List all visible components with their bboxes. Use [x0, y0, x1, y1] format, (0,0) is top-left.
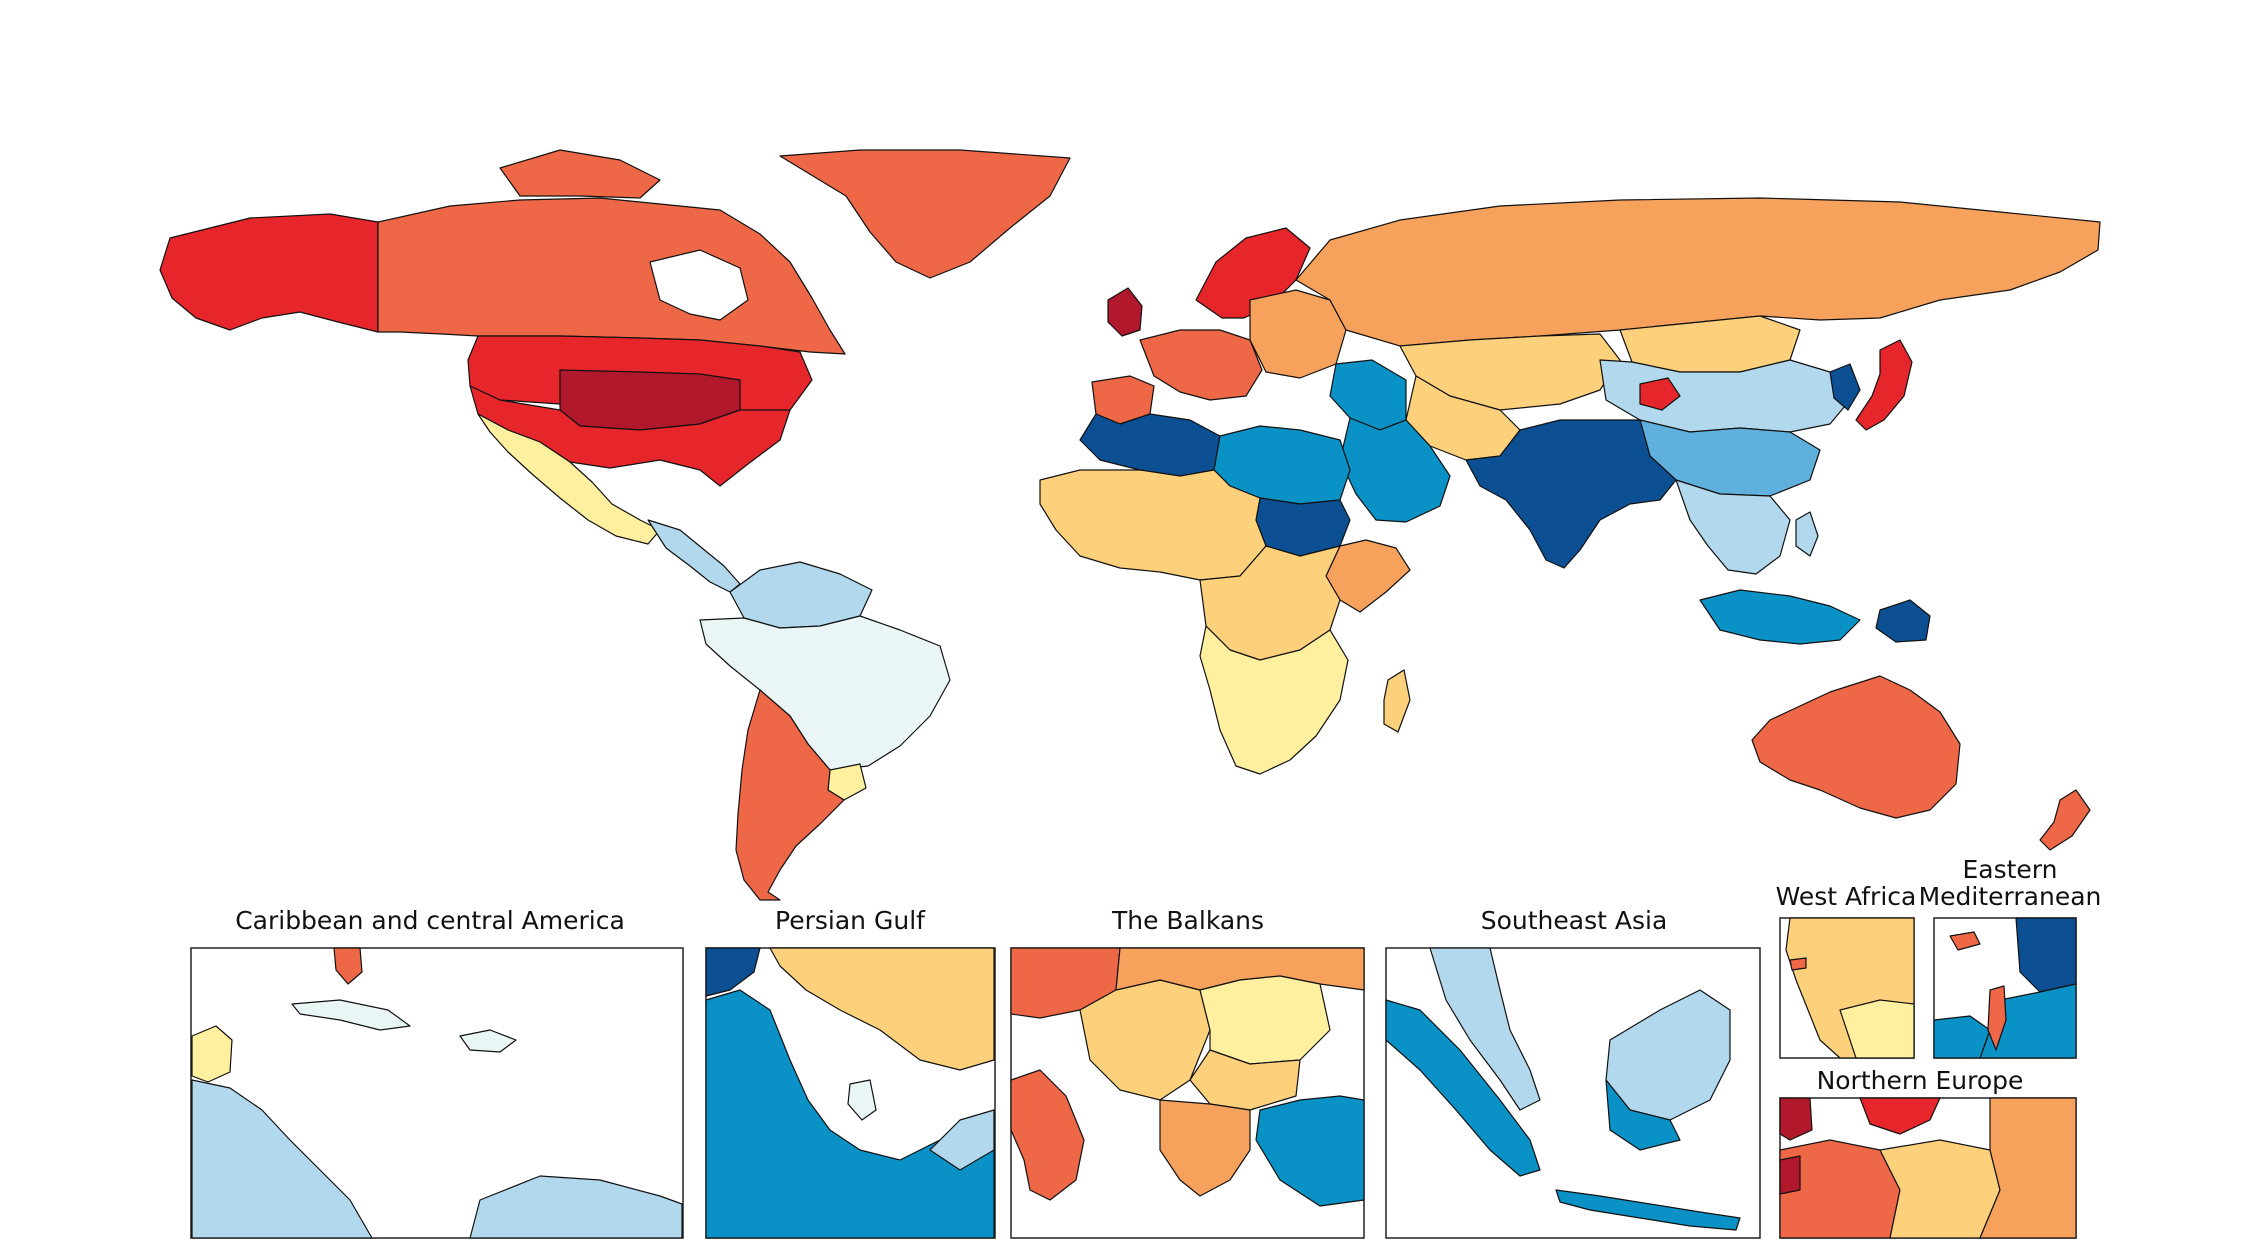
- region-new-zealand: [2039, 789, 2091, 851]
- region-argentina-chile: [735, 689, 845, 901]
- inset-sea-java: [1555, 1189, 1741, 1231]
- region-philippines: [1795, 511, 1819, 557]
- region-mexico: [477, 413, 661, 545]
- region-western-europe: [1139, 329, 1263, 401]
- inset-caribbean-yucatan: [191, 1025, 233, 1083]
- region-southeast-asia: [1675, 479, 1791, 575]
- inset-eastern-med: Eastern Mediterranean: [1919, 855, 2102, 1059]
- region-australia: [1751, 675, 1961, 819]
- region-korea: [1829, 363, 1861, 411]
- inset-title-eastern-med-line2: Mediterranean: [1919, 882, 2102, 911]
- region-greenland: [779, 149, 1071, 279]
- inset-em-israel: [1987, 985, 2007, 1051]
- region-south-asia: [1465, 419, 1677, 569]
- inset-ne-netherlands: [1779, 1155, 1801, 1195]
- inset-sea-sumatra: [1385, 999, 1541, 1177]
- inset-title-balkans: The Balkans: [1111, 906, 1264, 935]
- inset-caribbean-hispaniola: [459, 1029, 517, 1053]
- inset-title-caribbean: Caribbean and central America: [235, 906, 625, 935]
- inset-west-africa: West Africa: [1776, 882, 1917, 1059]
- inset-balkans-greece: [1159, 1099, 1251, 1197]
- inset-sea-kalimantan: [1605, 1079, 1681, 1151]
- inset-caribbean-land-south: [469, 1175, 683, 1239]
- inset-title-persian-gulf: Persian Gulf: [775, 906, 926, 935]
- inset-balkans-turkey: [1255, 1095, 1365, 1207]
- region-maghreb: [1079, 413, 1221, 477]
- region-hudson-bay: [649, 249, 749, 321]
- inset-persian-gulf: Persian Gulf: [705, 906, 996, 1239]
- region-indonesia: [1699, 589, 1861, 645]
- inset-em-cyprus: [1949, 931, 1981, 951]
- region-uk-ireland: [1107, 287, 1143, 337]
- inset-title-southeast-asia: Southeast Asia: [1481, 906, 1668, 935]
- inset-caribbean-cuba: [291, 999, 411, 1031]
- region-brazil-region: [699, 615, 951, 771]
- world-map: [159, 149, 2101, 901]
- region-madagascar: [1383, 669, 1411, 733]
- inset-gulf-iran: [769, 947, 995, 1071]
- inset-ne-denmark: [1779, 1097, 1813, 1141]
- inset-sea-mainland: [1429, 947, 1541, 1111]
- inset-gulf-uae: [929, 1109, 995, 1171]
- region-central-america: [647, 519, 741, 593]
- inset-caribbean-central-america: [191, 1079, 373, 1239]
- inset-balkans-romania: [1199, 975, 1331, 1065]
- region-scandinavia: [1195, 227, 1311, 319]
- inset-caribbean: Caribbean and central America: [190, 906, 684, 1239]
- inset-caribbean-florida: [333, 947, 363, 985]
- region-canada: [377, 197, 846, 355]
- inset-northern-europe: Northern Europe: [1779, 1066, 2077, 1239]
- inset-title-west-africa: West Africa: [1776, 882, 1917, 911]
- region-west-africa: [1039, 469, 1267, 581]
- inset-wa-south: [1839, 999, 1915, 1059]
- inset-em-egypt: [1933, 1015, 1991, 1059]
- region-papua: [1875, 599, 1931, 643]
- inset-gulf-arabia: [705, 989, 995, 1239]
- inset-wa-gambia: [1789, 957, 1807, 971]
- inset-gulf-kuwait: [705, 947, 761, 997]
- inset-ne-sweden: [1859, 1097, 1941, 1135]
- inset-balkans-italy: [1010, 1069, 1085, 1201]
- inset-title-eastern-med-line1: Eastern: [1962, 855, 2057, 884]
- region-middle-east: [1329, 359, 1407, 431]
- inset-southeast-asia: Southeast Asia: [1385, 906, 1761, 1239]
- region-alaska: [159, 213, 379, 333]
- region-arabia: [1339, 417, 1451, 523]
- region-canada-islands: [499, 149, 661, 199]
- inset-title-northern-europe: Northern Europe: [1817, 1066, 2024, 1095]
- inset-ne-baltics: [1979, 1097, 2077, 1239]
- region-japan: [1855, 339, 1913, 431]
- inset-gulf-qatar: [847, 1079, 877, 1121]
- region-southern-africa: [1199, 625, 1349, 775]
- inset-balkans: The Balkans: [1010, 906, 1365, 1239]
- region-china-hotspot: [1639, 377, 1681, 411]
